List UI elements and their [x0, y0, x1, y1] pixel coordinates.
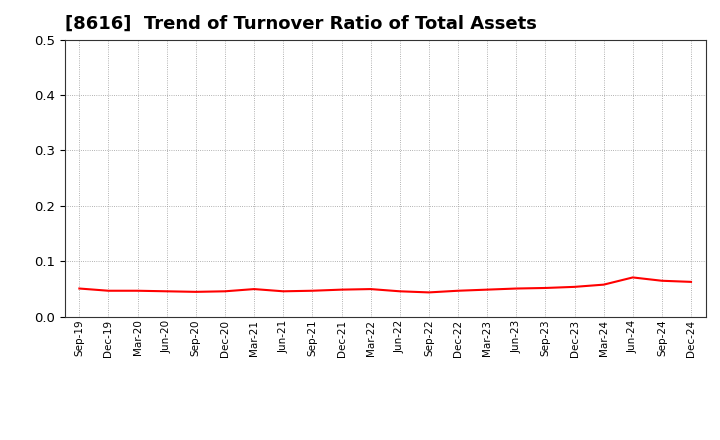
Text: [8616]  Trend of Turnover Ratio of Total Assets: [8616] Trend of Turnover Ratio of Total … — [65, 15, 536, 33]
